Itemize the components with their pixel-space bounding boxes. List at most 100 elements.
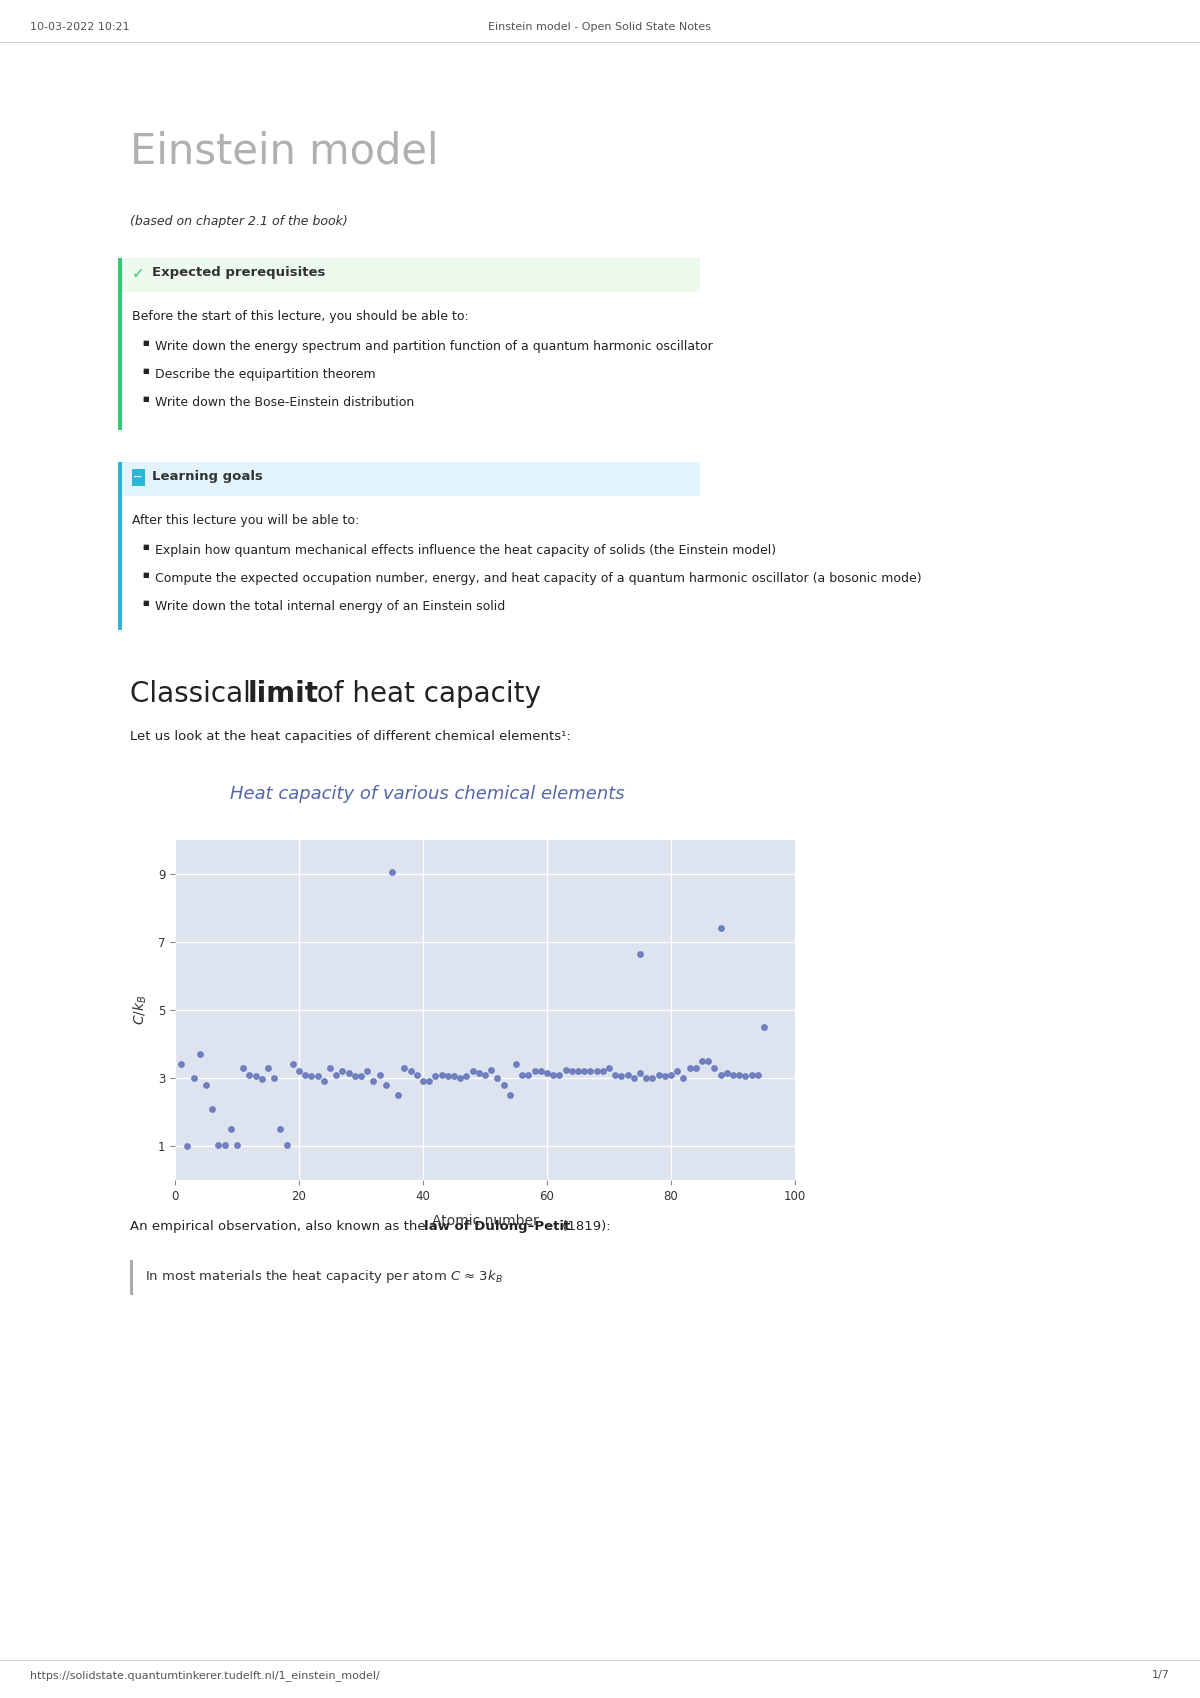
Point (246, 1063, 265, 1090)
Point (704, 1054, 724, 1082)
Bar (118, 292, 700, 430)
Text: ■: ■ (142, 599, 149, 606)
Point (655, 1063, 674, 1090)
Point (506, 1051, 526, 1078)
Point (295, 1061, 314, 1088)
Bar (118, 496, 700, 630)
Text: Classical: Classical (130, 679, 259, 708)
Point (712, 915, 731, 942)
Text: Compute the expected occupation number, energy, and heat capacity of a quantum h: Compute the expected occupation number, … (155, 572, 922, 586)
Bar (132, 469, 145, 486)
Point (283, 1051, 302, 1078)
Point (649, 1061, 668, 1088)
Point (518, 1061, 538, 1088)
Point (712, 1061, 731, 1088)
Point (178, 1133, 197, 1160)
Point (686, 1054, 706, 1082)
Point (190, 1041, 210, 1068)
Point (469, 1060, 488, 1087)
Text: law of Dulong–Petit: law of Dulong–Petit (424, 1219, 570, 1233)
Point (451, 1065, 470, 1092)
Text: Einstein model: Einstein model (130, 131, 438, 171)
Point (755, 1014, 774, 1041)
Point (512, 1061, 532, 1088)
Point (258, 1054, 277, 1082)
Point (593, 1058, 612, 1085)
Point (438, 1063, 457, 1090)
Text: ■: ■ (142, 543, 149, 550)
Point (395, 1054, 414, 1082)
Text: 1/7: 1/7 (1152, 1671, 1170, 1679)
Point (674, 1065, 694, 1092)
Bar (118, 258, 700, 292)
Point (432, 1061, 451, 1088)
Text: (based on chapter 2.1 of the book): (based on chapter 2.1 of the book) (130, 216, 348, 228)
Point (277, 1131, 296, 1158)
Point (494, 1071, 514, 1099)
Text: ■: ■ (142, 340, 149, 346)
Point (532, 1058, 551, 1085)
Text: Write down the energy spectrum and partition function of a quantum harmonic osci: Write down the energy spectrum and parti… (155, 340, 713, 353)
Point (252, 1065, 271, 1092)
Text: ■: ■ (142, 396, 149, 402)
Y-axis label: $\it{C/k_B}$: $\it{C/k_B}$ (132, 995, 150, 1026)
Point (326, 1061, 346, 1088)
Point (730, 1061, 749, 1088)
Point (414, 1068, 433, 1095)
Point (643, 1065, 662, 1092)
X-axis label: Atomic number: Atomic number (432, 1214, 539, 1228)
Point (228, 1131, 247, 1158)
Bar (118, 462, 700, 496)
Text: Expected prerequisites: Expected prerequisites (152, 267, 325, 278)
Point (221, 1116, 240, 1143)
Point (637, 1065, 656, 1092)
Text: ■: ■ (142, 368, 149, 374)
Point (600, 1054, 619, 1082)
Point (234, 1054, 253, 1082)
Point (407, 1061, 426, 1088)
Point (680, 1054, 700, 1082)
Point (271, 1116, 290, 1143)
Text: of heat capacity: of heat capacity (308, 679, 541, 708)
Text: Einstein model - Open Solid State Notes: Einstein model - Open Solid State Notes (488, 22, 712, 32)
Text: Before the start of this lecture, you should be able to:: Before the start of this lecture, you sh… (132, 311, 469, 323)
Text: (1819):: (1819): (558, 1219, 611, 1233)
Point (475, 1061, 494, 1088)
Point (544, 1061, 563, 1088)
Bar (118, 258, 122, 430)
Bar (130, 1260, 133, 1296)
Point (500, 1082, 520, 1109)
Point (563, 1058, 582, 1085)
Point (736, 1063, 755, 1090)
Text: An empirical observation, also known as the: An empirical observation, also known as … (130, 1219, 430, 1233)
Point (630, 941, 649, 968)
Point (612, 1063, 631, 1090)
Text: Describe the equipartition theorem: Describe the equipartition theorem (155, 368, 376, 380)
Point (289, 1058, 308, 1085)
Point (314, 1068, 334, 1095)
Point (302, 1063, 322, 1090)
Point (749, 1061, 768, 1088)
Text: Let us look at the heat capacities of different chemical elements¹:: Let us look at the heat capacities of di… (130, 730, 571, 744)
Point (197, 1071, 216, 1099)
Point (618, 1061, 637, 1088)
Point (587, 1058, 606, 1085)
Point (383, 859, 402, 886)
Point (630, 1060, 649, 1087)
Point (320, 1054, 340, 1082)
Point (538, 1060, 557, 1087)
Point (526, 1058, 545, 1085)
Point (377, 1071, 396, 1099)
Point (457, 1063, 476, 1090)
Text: limit: limit (248, 679, 319, 708)
Point (692, 1048, 712, 1075)
Text: −: − (133, 472, 143, 482)
Point (724, 1061, 743, 1088)
Point (332, 1058, 352, 1085)
Text: Write down the total internal energy of an Einstein solid: Write down the total internal energy of … (155, 599, 505, 613)
Point (487, 1065, 508, 1092)
Point (209, 1131, 228, 1158)
Point (550, 1061, 569, 1088)
Point (401, 1058, 420, 1085)
Text: 10-03-2022 10:21: 10-03-2022 10:21 (30, 22, 130, 32)
